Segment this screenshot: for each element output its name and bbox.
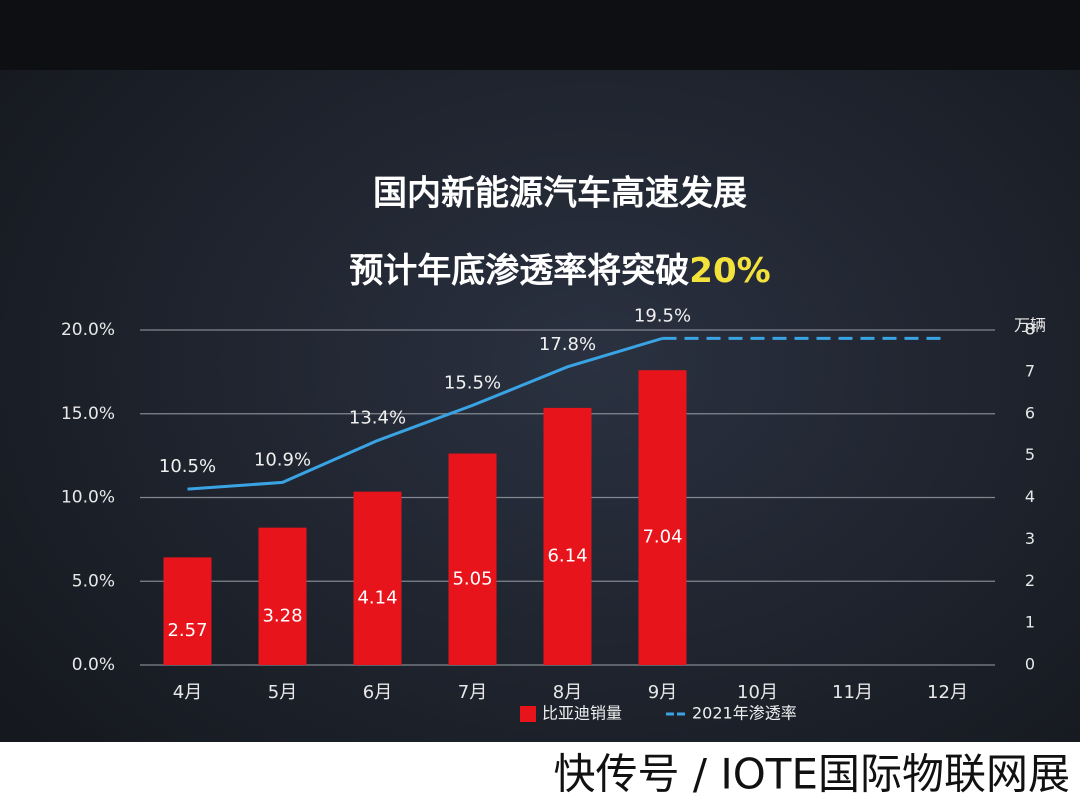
y2-tick-label: 6 <box>1025 403 1035 422</box>
bar <box>163 557 212 665</box>
y-tick-label: 0.0% <box>72 655 115 675</box>
chart-subtitle: 预计年底渗透率将突破20% <box>349 251 770 291</box>
line-value-label: 10.5% <box>159 456 216 477</box>
bar <box>638 370 687 665</box>
y2-tick-label: 5 <box>1025 445 1035 464</box>
bar <box>258 527 307 665</box>
subtitle-highlight: 20% <box>689 251 770 291</box>
line-value-label: 17.8% <box>539 334 596 355</box>
y2-tick-label: 0 <box>1025 655 1035 674</box>
watermark: 快传号 / IOTE国际物联网展 <box>554 750 1071 799</box>
line-series <box>187 336 663 491</box>
x-tick-label: 6月 <box>363 682 392 703</box>
bar-value-label: 2.57 <box>167 620 207 641</box>
x-tick-label: 4月 <box>173 682 202 703</box>
bar <box>448 453 497 665</box>
legend-swatch <box>520 706 536 722</box>
bar-value-label: 3.28 <box>262 605 302 626</box>
y2-tick-label: 3 <box>1025 529 1035 548</box>
x-tick-label: 11月 <box>832 682 873 703</box>
y2-tick-label: 7 <box>1025 361 1035 380</box>
y-tick-label: 20.0% <box>61 320 115 340</box>
stage-truss <box>0 0 1080 70</box>
chart-title: 国内新能源汽车高速发展 <box>373 174 747 214</box>
line-value-label: 15.5% <box>444 372 501 393</box>
line-value-label: 19.5% <box>634 305 691 326</box>
x-tick-label: 9月 <box>648 682 677 703</box>
legend-label: 2021年渗透率 <box>692 704 797 723</box>
subtitle-text: 预计年底渗透率将突破 <box>349 251 689 291</box>
bar-value-label: 7.04 <box>642 527 682 548</box>
x-tick-label: 8月 <box>553 682 582 703</box>
y2-tick-label: 2 <box>1025 571 1035 590</box>
y2-tick-label: 8 <box>1025 320 1035 339</box>
x-tick-label: 12月 <box>927 682 968 703</box>
bar-value-label: 6.14 <box>547 545 587 566</box>
y2-axis-label: 万辆 <box>1014 316 1046 335</box>
x-tick-label: 10月 <box>737 682 778 703</box>
y2-tick-label: 1 <box>1025 613 1035 632</box>
x-tick-label: 5月 <box>268 682 297 703</box>
y-tick-label: 15.0% <box>61 404 115 424</box>
bar <box>353 491 402 665</box>
x-tick-label: 7月 <box>458 682 487 703</box>
watermark-bar <box>0 742 1080 810</box>
bar <box>543 407 592 665</box>
y-tick-label: 10.0% <box>61 488 115 508</box>
bar-value-label: 5.05 <box>452 568 492 589</box>
legend-label: 比亚迪销量 <box>542 704 622 723</box>
line-value-label: 10.9% <box>254 449 311 470</box>
bar-value-label: 4.14 <box>357 587 397 608</box>
line-value-label: 13.4% <box>349 408 406 429</box>
y2-tick-label: 4 <box>1025 487 1035 506</box>
y-tick-label: 5.0% <box>72 571 115 591</box>
